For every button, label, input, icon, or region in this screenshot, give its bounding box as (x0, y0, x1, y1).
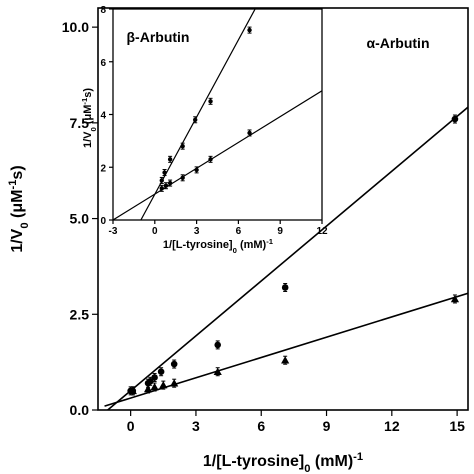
inset-fit-line-1 (140, 9, 256, 220)
main-series-2-point-6 (281, 356, 290, 364)
inset-y-tick-label-4: 8 (100, 5, 106, 16)
inset-series-1-point-5 (208, 99, 213, 104)
inset-y-tick-label-0: 0 (100, 216, 106, 227)
inset-series-1-point-6 (247, 27, 252, 33)
inset-y-tick-label-1: 2 (100, 163, 106, 174)
inset-series-2-point-1 (163, 183, 169, 188)
main-x-tick-label-1: 3 (192, 418, 200, 434)
inset-series-2-point-3 (180, 175, 185, 180)
inset-series-2-point-0 (159, 186, 164, 191)
inset-series-2-point-4 (194, 167, 199, 173)
main-series-1-point-7 (214, 341, 222, 349)
inset-x-tick-label-1: 0 (152, 226, 158, 237)
main-x-tick-label-4: 12 (384, 418, 400, 434)
main-y-tick-label-3: 7.5 (70, 115, 90, 131)
main-series-2-point-4 (170, 379, 179, 387)
main-series-1-point-4 (151, 374, 158, 381)
main-series-2-point-0 (128, 386, 137, 395)
main-series-2-point-7 (450, 294, 460, 303)
main-series-2-point-2 (150, 382, 159, 391)
inset-fit-line-2 (113, 90, 322, 220)
main-series-1-point-8 (281, 284, 289, 291)
main-series-2-point-3 (159, 381, 168, 389)
inset-series-2-point-2 (167, 180, 173, 186)
inset-series-1-point-1 (162, 170, 167, 175)
inset-series-2-point-6 (247, 130, 252, 136)
main-x-tick-label-2: 6 (257, 418, 265, 434)
main-x-axis-label: 1/[L-tyrosine]0 (mM)-1 (203, 451, 363, 474)
main-y-tick-label-0: 0.0 (70, 402, 90, 418)
inset-y-axis-label: 1/V0 (μM-1s) (80, 88, 98, 148)
inset-annotation-beta-arbutin: β-Arbutin (127, 29, 190, 45)
main-y-tick-label-1: 2.5 (70, 306, 90, 322)
main-y-tick-label-4: 10.0 (62, 19, 89, 35)
main-fit-line-2 (104, 292, 468, 407)
main-series-1-point-9 (451, 115, 459, 123)
inset-x-tick-label-4: 9 (277, 226, 283, 237)
main-x-tick-label-5: 15 (449, 418, 465, 434)
main-frame (97, 7, 469, 411)
inset-series-1-point-0 (159, 178, 164, 183)
main-y-tick-label-2: 5.0 (70, 211, 90, 227)
inset-x-tick-label-2: 3 (194, 226, 200, 237)
main-series-2-point-5 (213, 367, 222, 375)
main-annotation-alpha-arbutin: α-Arbutin (366, 35, 429, 51)
main-x-tick-label-0: 0 (127, 418, 135, 434)
inset-series-1-point-4 (193, 117, 198, 122)
main-fit-line-1 (106, 106, 468, 410)
inset-x-tick-label-3: 6 (236, 226, 242, 237)
inset-series-1-point-2 (167, 157, 173, 162)
main-x-tick-label-3: 9 (323, 418, 331, 434)
main-series-1-point-5 (157, 368, 165, 376)
main-series-2-point-1 (143, 384, 153, 393)
inset-background (113, 9, 322, 220)
main-series-1-point-6 (170, 360, 178, 368)
inset-x-tick-label-5: 12 (316, 226, 328, 237)
inset-y-tick-label-3: 6 (100, 58, 106, 69)
main-y-axis-label: 1/V0 (μM-1s) (7, 165, 31, 252)
inset-x-tick-label-0: -3 (109, 226, 118, 237)
main-series-1-point-3 (146, 377, 154, 385)
inset-y-tick-label-2: 4 (100, 111, 106, 122)
inset-series-2-point-5 (208, 157, 213, 162)
inset-x-axis-label: 1/[L-tyrosine]0 (mM)-1 (163, 237, 274, 255)
inset-series-1-point-3 (180, 143, 185, 149)
main-plot: 0 3 6 9 12 15 0.0 2.5 5.0 7.5 10.0 1/[L-tyrosine]0 … (7, 7, 469, 474)
